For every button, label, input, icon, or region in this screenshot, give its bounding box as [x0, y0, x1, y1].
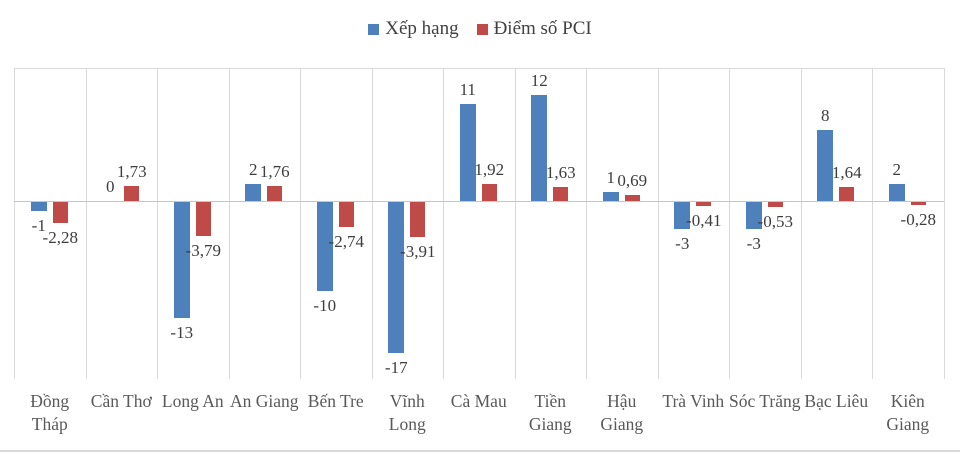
legend-label-diem-so-pci: Điểm số PCI [493, 18, 592, 39]
gridline-vertical [157, 68, 158, 379]
data-label-ranking: 11 [459, 79, 476, 99]
bottom-divider [0, 450, 960, 452]
bar-ranking [674, 202, 691, 229]
bar-pci [624, 195, 640, 202]
legend-item-diem-so-pci: Điểm số PCI [476, 18, 592, 40]
legend-item-xep-hang: Xếp hạng [368, 18, 459, 40]
bar-pci [696, 202, 712, 206]
category-label: Vĩnh Long [388, 391, 426, 434]
gridline-vertical [586, 68, 587, 379]
data-label-ranking: -10 [313, 296, 337, 316]
bar-ranking [531, 94, 548, 202]
gridline-vertical [729, 68, 730, 379]
gridline-vertical [514, 68, 516, 379]
category-label: Trà Vinh [662, 391, 725, 411]
data-label-ranking: 2 [892, 159, 902, 179]
category-label: An Giang [229, 391, 299, 411]
bar-pci [338, 202, 354, 227]
bar-pci [267, 185, 283, 202]
bar-pci [195, 202, 211, 236]
data-label-ranking: -13 [170, 322, 194, 342]
data-label-ranking: 1 [606, 168, 616, 188]
bar-ranking [888, 183, 905, 202]
bar-pci [124, 185, 140, 202]
category-label: Hậu Giang [600, 391, 644, 434]
bar-ranking [316, 202, 333, 292]
gridline-vertical [943, 68, 945, 379]
data-label-ranking: -1 [31, 216, 46, 236]
bar-ranking [602, 192, 619, 202]
legend-swatch-red-icon [476, 23, 488, 35]
category-label: Kiên Giang [886, 391, 930, 434]
data-label-pci: 1,73 [116, 161, 147, 181]
gridline-vertical [85, 68, 87, 379]
category-label: Tiền Giang [528, 391, 572, 434]
data-label-pci: -3,91 [400, 242, 436, 262]
bar-ranking [745, 202, 762, 229]
bar-pci [410, 202, 426, 238]
data-label-ranking: -3 [675, 233, 690, 253]
data-label-pci: -0,41 [686, 210, 722, 230]
data-label-ranking: -3 [746, 233, 761, 253]
category-label: Bến Tre [307, 391, 364, 411]
data-label-pci: 0,69 [617, 171, 648, 191]
gridline-vertical [800, 68, 802, 379]
data-label-ranking: -17 [384, 358, 408, 378]
legend-swatch-blue-icon [368, 23, 380, 35]
data-label-pci: 1,92 [474, 160, 505, 180]
data-label-ranking: 8 [821, 106, 830, 126]
data-label-pci: -0,28 [900, 209, 936, 229]
data-label-pci: -2,74 [328, 231, 364, 251]
data-label-pci: 1,63 [545, 162, 576, 182]
bar-ranking [459, 103, 476, 202]
bar-ranking [173, 202, 190, 318]
data-label-pci: -2,28 [42, 227, 78, 247]
gridline-vertical [228, 68, 230, 379]
data-label-ranking: 2 [249, 159, 258, 179]
zero-axis-line [14, 201, 944, 203]
bar-pci [52, 202, 68, 223]
gridline-vertical [657, 68, 659, 379]
category-label: Long An [161, 391, 224, 411]
gridline-vertical [872, 68, 873, 379]
category-label: Sóc Trăng [729, 391, 801, 411]
category-label: Cần Thơ [90, 391, 152, 411]
gridline-vertical [371, 68, 373, 379]
bar-pci [481, 184, 497, 202]
data-label-pci: -3,79 [185, 240, 221, 260]
data-label-pci: -0,53 [757, 211, 793, 231]
gridline-vertical [14, 68, 15, 379]
data-label-ranking: 0 [106, 177, 115, 197]
data-label-pci: 1,76 [259, 161, 290, 181]
bar-pci [910, 202, 926, 205]
chart-legend: Xếp hạng Điểm số PCI [0, 18, 960, 40]
bar-pci [839, 186, 855, 202]
bar-pci [767, 202, 783, 207]
bar-pci [553, 186, 569, 202]
bar-ranking [817, 130, 834, 202]
legend-label-xep-hang: Xếp hạng [385, 18, 459, 39]
gridline-top-border [14, 68, 944, 69]
category-label: Cà Mau [450, 391, 507, 411]
data-label-ranking: 12 [530, 70, 548, 90]
data-label-pci: 1,64 [831, 162, 862, 182]
gridline-vertical [300, 68, 301, 379]
category-label: Bạc Liêu [804, 391, 869, 411]
gridline-vertical [443, 68, 444, 379]
bar-ranking [30, 202, 47, 212]
bar-ranking [245, 183, 262, 202]
bar-ranking [388, 202, 405, 354]
category-label: Đồng Tháp [30, 391, 70, 434]
